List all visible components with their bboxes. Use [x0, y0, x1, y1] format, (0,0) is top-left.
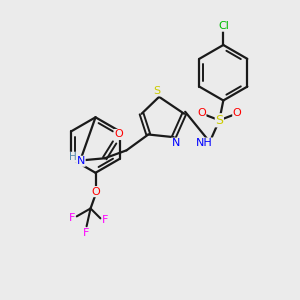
Text: O: O [197, 108, 206, 118]
Text: S: S [154, 86, 161, 96]
Text: F: F [68, 213, 75, 224]
Text: O: O [233, 108, 242, 118]
Text: N: N [77, 156, 85, 166]
Text: N: N [172, 138, 180, 148]
Text: F: F [102, 215, 109, 225]
Text: S: S [215, 114, 223, 127]
Text: H: H [69, 152, 77, 162]
Text: NH: NH [196, 138, 213, 148]
Text: Cl: Cl [218, 21, 229, 31]
Text: O: O [114, 130, 123, 140]
Text: F: F [82, 228, 89, 238]
Text: O: O [91, 187, 100, 196]
